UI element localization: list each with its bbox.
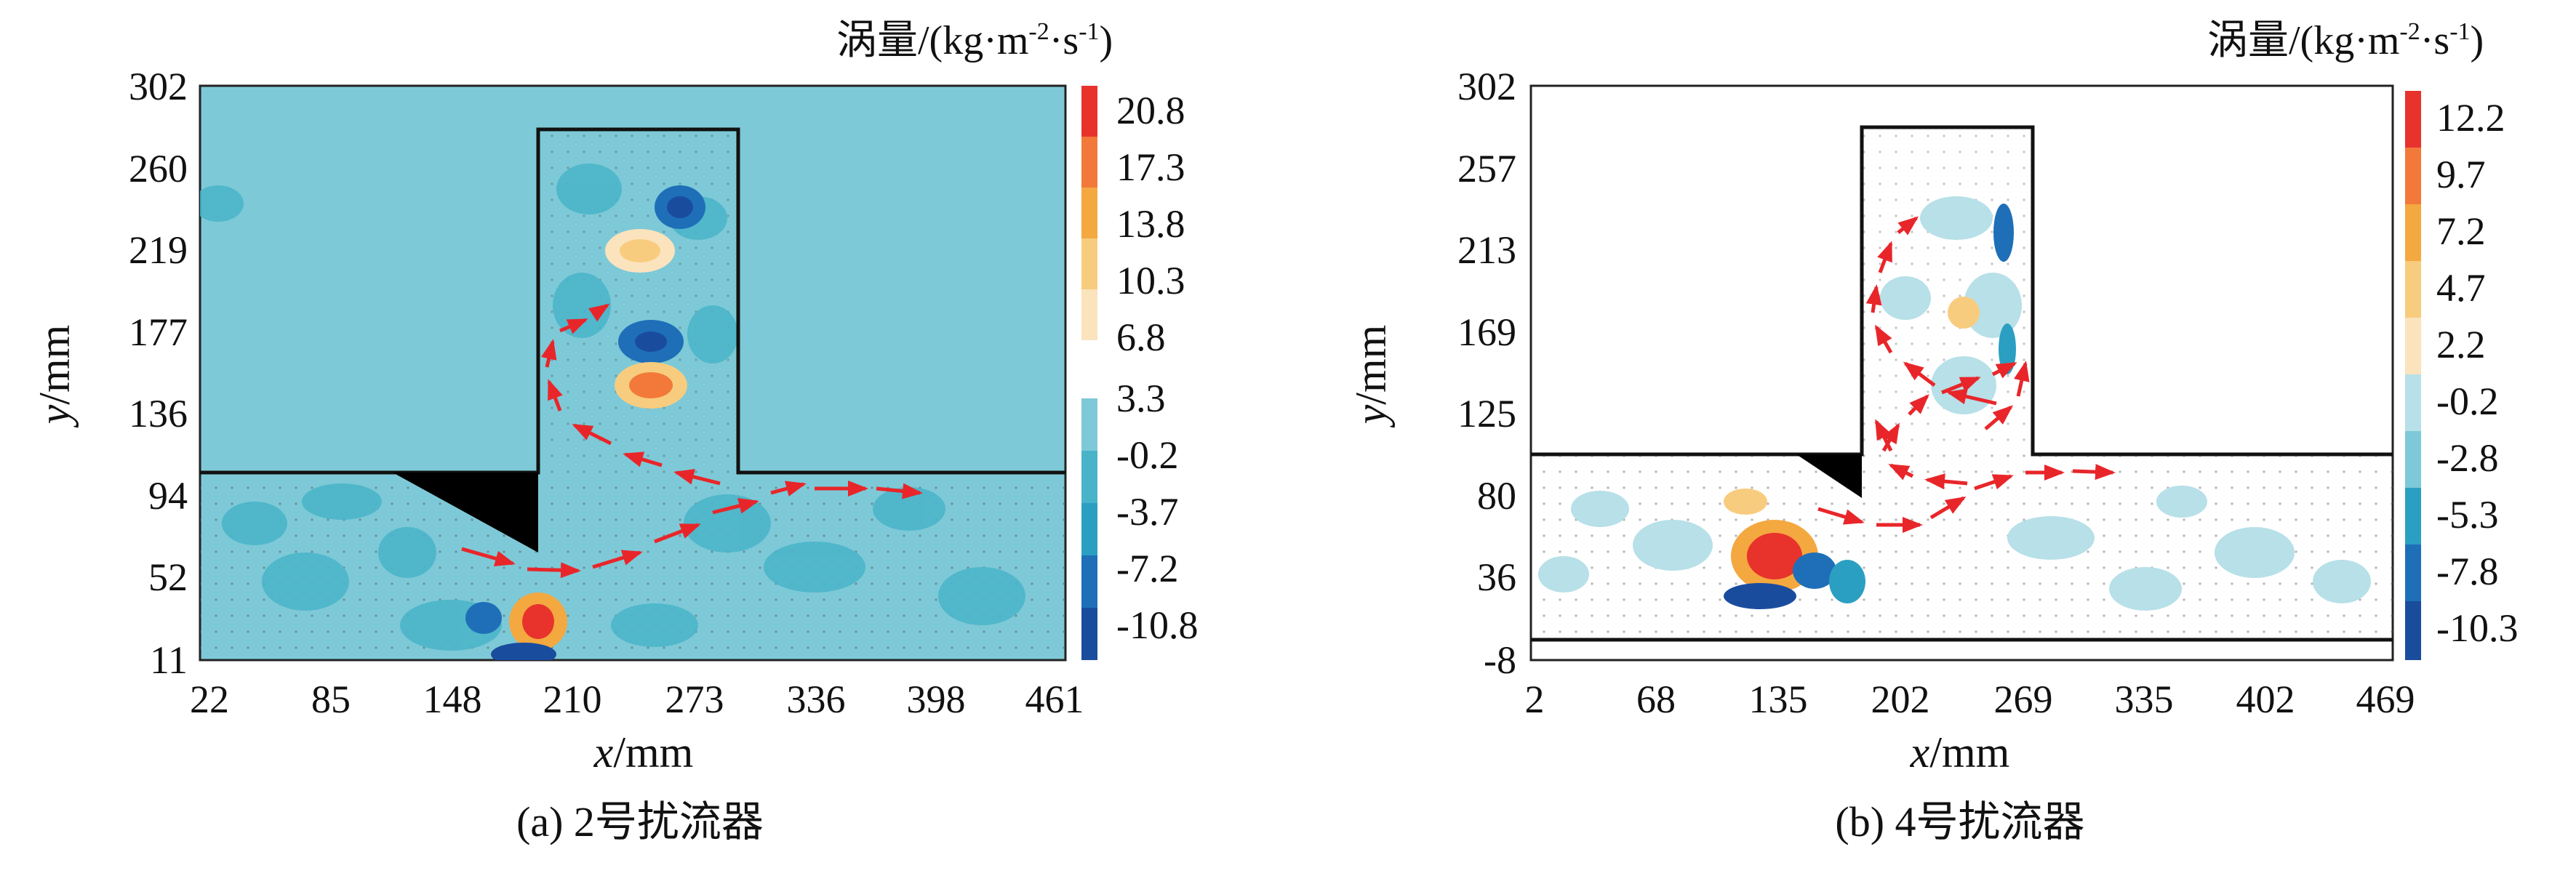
y-tick-label: 136 bbox=[129, 392, 188, 435]
x-ticks-b: 2 68 135 202 269 335 402 469 bbox=[1525, 678, 2415, 721]
colorbar-b: 12.2 9.7 7.2 4.7 2.2 -0.2 -2.8 -5.3 -7.8… bbox=[2405, 91, 2518, 660]
y-tick-label: 302 bbox=[1457, 65, 1516, 108]
colorbar-label: 2.2 bbox=[2436, 323, 2486, 366]
colorbar-label: -7.2 bbox=[1116, 547, 1178, 590]
colorbar-label: -10.8 bbox=[1116, 603, 1198, 647]
panel-b: 涡量/(kg·m-2·s-1) bbox=[1347, 18, 2518, 845]
colorbar-label: 12.2 bbox=[2436, 96, 2505, 140]
colorbar-label: 3.3 bbox=[1116, 377, 1166, 420]
colorbar-label: 6.8 bbox=[1116, 316, 1166, 359]
x-axis-label-b: x/mm bbox=[1910, 728, 2010, 776]
y-tick-label: 36 bbox=[1477, 555, 1516, 599]
flow-arrows-a bbox=[461, 303, 923, 579]
y-tick-label: 94 bbox=[148, 474, 188, 518]
y-tick-label: 52 bbox=[148, 555, 188, 599]
x-tick-label: 148 bbox=[423, 678, 482, 721]
x-tick-label: 469 bbox=[2356, 678, 2415, 721]
spoiler-a bbox=[393, 473, 538, 552]
colorbar-label: -3.7 bbox=[1116, 490, 1178, 534]
y-ticks-a: 11 52 94 136 177 219 260 302 bbox=[129, 65, 188, 682]
x-tick-label: 85 bbox=[311, 678, 351, 721]
y-tick-label: 11 bbox=[150, 638, 188, 682]
x-tick-label: 398 bbox=[907, 678, 966, 721]
y-tick-label: 302 bbox=[129, 65, 188, 108]
x-tick-label: 202 bbox=[1871, 678, 1930, 721]
y-tick-label: 125 bbox=[1457, 392, 1516, 435]
colorbar-label: 10.3 bbox=[1116, 259, 1185, 302]
x-tick-label: 269 bbox=[1994, 678, 2053, 721]
colorbar-label: -0.2 bbox=[1116, 433, 1178, 477]
x-tick-label: 336 bbox=[787, 678, 846, 721]
caption-b: (b) 4号扰流器 bbox=[1835, 798, 2084, 845]
colorbar-title-a: 涡量/(kg·m-2·s-1) bbox=[836, 18, 1113, 63]
y-tick-label: 219 bbox=[129, 228, 188, 272]
x-tick-label: 135 bbox=[1749, 678, 1808, 721]
caption-a: (a) 2号扰流器 bbox=[516, 798, 764, 845]
colorbar-label: -5.3 bbox=[2436, 493, 2498, 537]
panel-a: 涡量/(kg·m-2·s-1) bbox=[31, 18, 1198, 845]
colorbar-label: 7.2 bbox=[2436, 209, 2486, 253]
y-ticks-b: -8 36 80 125 169 213 257 302 bbox=[1457, 65, 1516, 682]
x-tick-label: 22 bbox=[190, 678, 229, 721]
colorbar-a: 20.8 17.3 13.8 10.3 6.8 3.3 -0.2 -3.7 -7… bbox=[1081, 86, 1198, 660]
colorbar-label: 17.3 bbox=[1116, 145, 1185, 189]
colorbar-label: 20.8 bbox=[1116, 89, 1185, 132]
colorbar-label: -7.8 bbox=[2436, 550, 2498, 593]
x-tick-label: 210 bbox=[543, 678, 602, 721]
x-tick-label: 402 bbox=[2236, 678, 2295, 721]
colorbar-label: 4.7 bbox=[2436, 266, 2486, 310]
y-tick-label: 257 bbox=[1457, 147, 1516, 190]
x-tick-label: 68 bbox=[1636, 678, 1676, 721]
x-ticks-a: 22 85 148 210 273 336 398 461 bbox=[190, 678, 1084, 721]
y-tick-label: 80 bbox=[1477, 474, 1516, 518]
y-tick-label: 213 bbox=[1457, 228, 1516, 272]
colorbar-label: -2.8 bbox=[2436, 436, 2498, 480]
y-tick-label: 177 bbox=[129, 310, 188, 354]
flow-arrows-b bbox=[1817, 216, 2116, 533]
colorbar-label: -0.2 bbox=[2436, 379, 2498, 423]
x-axis-label-a: x/mm bbox=[593, 728, 694, 776]
x-tick-label: 461 bbox=[1025, 678, 1084, 721]
colorbar-label: 9.7 bbox=[2436, 153, 2486, 196]
colorbar-label: 13.8 bbox=[1116, 202, 1185, 246]
colorbar-title-b: 涡量/(kg·m-2·s-1) bbox=[2207, 18, 2484, 63]
spoiler-b bbox=[1796, 454, 1862, 498]
x-tick-label: 335 bbox=[2115, 678, 2174, 721]
x-tick-label: 2 bbox=[1525, 678, 1545, 721]
y-axis-label-a: y/mm bbox=[31, 325, 79, 429]
y-tick-label: -8 bbox=[1484, 638, 1516, 682]
y-tick-label: 169 bbox=[1457, 310, 1516, 354]
y-tick-label: 260 bbox=[129, 147, 188, 190]
y-axis-label-b: y/mm bbox=[1347, 325, 1395, 429]
colorbar-label: -10.3 bbox=[2436, 606, 2518, 650]
x-tick-label: 273 bbox=[665, 678, 724, 721]
